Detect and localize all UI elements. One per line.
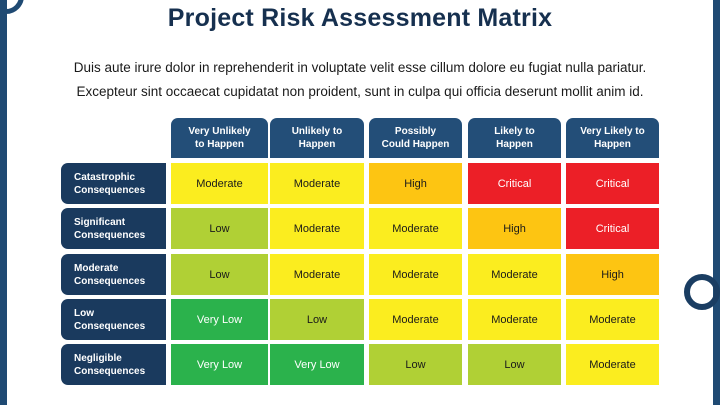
- row-header-5: Negligible Consequences: [61, 344, 166, 385]
- row-header-line1: Negligible: [74, 352, 122, 364]
- column-header-line2: Happen: [298, 139, 336, 150]
- column-header-line1: Likely to: [494, 126, 535, 137]
- column-header-2: Unlikely to Happen: [270, 118, 364, 158]
- row-header-label: Low Consequences: [74, 307, 145, 333]
- risk-cell: Very Low: [171, 344, 268, 385]
- column-header-label: Very Likely to Happen: [580, 125, 644, 151]
- row-header-line2: Consequences: [74, 365, 146, 377]
- column-header-1: Very Unlikely to Happen: [171, 118, 268, 158]
- risk-cell: Moderate: [270, 163, 364, 204]
- row-header-label: Negligible Consequences: [74, 352, 145, 378]
- column-header-line2: Could Happen: [381, 139, 450, 150]
- row-header-label: Moderate Consequences: [74, 262, 145, 288]
- column-header-line1: Very Unlikely: [188, 126, 251, 137]
- risk-cell: Moderate: [369, 254, 462, 295]
- column-header-line2: Happen: [496, 139, 533, 150]
- risk-cell: Moderate: [171, 163, 268, 204]
- description-line-2: Excepteur sint occaecat cupidatat non pr…: [76, 84, 644, 99]
- risk-cell: Low: [171, 208, 268, 249]
- risk-cell: Low: [369, 344, 462, 385]
- row-header-line2: Consequences: [74, 184, 146, 196]
- row-header-line1: Significant: [74, 216, 126, 228]
- risk-cell: Very Low: [270, 344, 364, 385]
- risk-cell: Low: [171, 254, 268, 295]
- risk-cell: Moderate: [369, 299, 462, 340]
- column-header-5: Very Likely to Happen: [566, 118, 659, 158]
- row-header-line1: Low: [74, 307, 94, 319]
- column-header-label: Possibly Could Happen: [382, 125, 450, 151]
- row-header-2: Significant Consequences: [61, 208, 166, 249]
- column-header-3: Possibly Could Happen: [369, 118, 462, 158]
- risk-cell: Low: [270, 299, 364, 340]
- description-line-1: Duis aute irure dolor in reprehenderit i…: [73, 60, 647, 75]
- row-header-line1: Moderate: [74, 262, 119, 274]
- column-header-line1: Very Likely to: [580, 126, 645, 137]
- risk-cell: Moderate: [369, 208, 462, 249]
- row-header-line1: Catastrophic: [74, 171, 136, 183]
- column-header-label: Unlikely to Happen: [292, 125, 343, 151]
- risk-cell: Moderate: [566, 344, 659, 385]
- row-header-label: Significant Consequences: [74, 216, 145, 242]
- column-header-line1: Possibly: [394, 126, 437, 137]
- risk-cell: High: [566, 254, 659, 295]
- row-header-3: Moderate Consequences: [61, 254, 166, 295]
- row-header-line2: Consequences: [74, 320, 146, 332]
- column-header-line2: Happen: [594, 139, 631, 150]
- risk-cell: Low: [468, 344, 561, 385]
- risk-cell: Critical: [566, 208, 659, 249]
- risk-cell: Moderate: [270, 254, 364, 295]
- decorative-ring-right: [684, 274, 720, 310]
- column-header-line2: to Happen: [195, 139, 244, 150]
- column-header-line1: Unlikely to: [291, 126, 343, 137]
- row-header-line2: Consequences: [74, 275, 146, 287]
- risk-cell: Moderate: [468, 254, 561, 295]
- row-header-1: Catastrophic Consequences: [61, 163, 166, 204]
- risk-cell: High: [468, 208, 561, 249]
- risk-cell: Moderate: [270, 208, 364, 249]
- risk-cell: Moderate: [566, 299, 659, 340]
- row-header-label: Catastrophic Consequences: [74, 171, 145, 197]
- left-accent-bar: [0, 0, 7, 405]
- column-header-4: Likely to Happen: [468, 118, 561, 158]
- column-header-label: Likely to Happen: [494, 125, 535, 151]
- risk-cell: Critical: [468, 163, 561, 204]
- risk-cell: High: [369, 163, 462, 204]
- page-title: Project Risk Assessment Matrix: [167, 4, 553, 32]
- risk-cell: Moderate: [468, 299, 561, 340]
- row-header-4: Low Consequences: [61, 299, 166, 340]
- right-accent-bar: [713, 0, 720, 405]
- column-header-label: Very Unlikely to Happen: [188, 125, 250, 151]
- risk-cell: Critical: [566, 163, 659, 204]
- row-header-line2: Consequences: [74, 229, 146, 241]
- risk-cell: Very Low: [171, 299, 268, 340]
